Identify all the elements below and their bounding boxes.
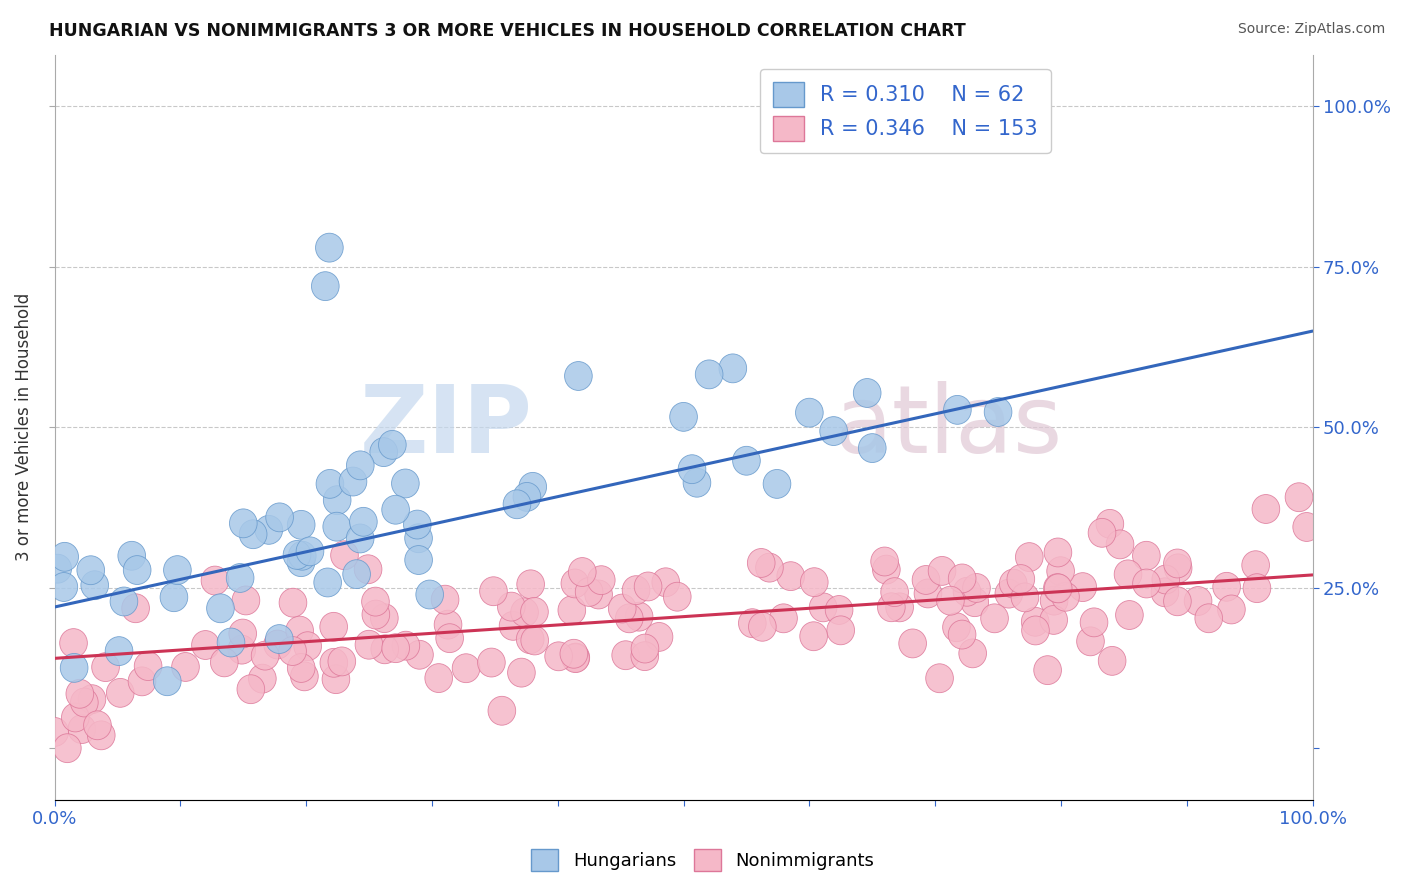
Legend: R = 0.310    N = 62, R = 0.346    N = 153: R = 0.310 N = 62, R = 0.346 N = 153 <box>761 70 1050 153</box>
Y-axis label: 3 or more Vehicles in Household: 3 or more Vehicles in Household <box>15 293 32 561</box>
Text: HUNGARIAN VS NONIMMIGRANTS 3 OR MORE VEHICLES IN HOUSEHOLD CORRELATION CHART: HUNGARIAN VS NONIMMIGRANTS 3 OR MORE VEH… <box>49 22 966 40</box>
Text: Source: ZipAtlas.com: Source: ZipAtlas.com <box>1237 22 1385 37</box>
Text: atlas: atlas <box>835 382 1063 474</box>
Text: ZIP: ZIP <box>360 382 533 474</box>
Legend: Hungarians, Nonimmigrants: Hungarians, Nonimmigrants <box>524 842 882 879</box>
